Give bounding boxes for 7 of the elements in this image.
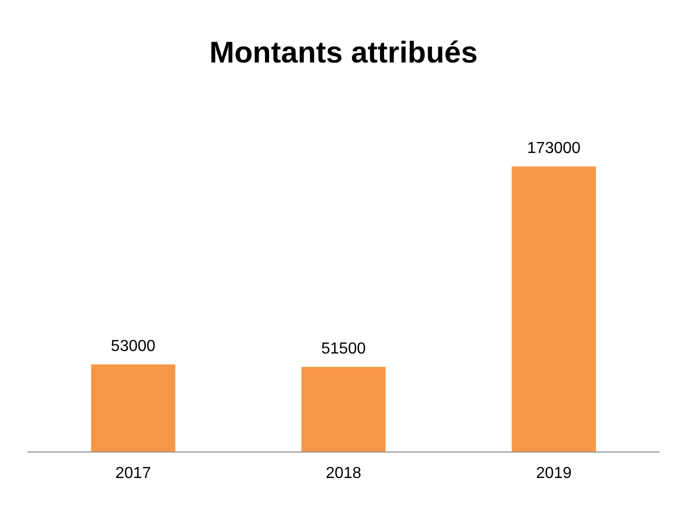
chart-title: Montants attribués bbox=[209, 36, 478, 70]
data-label: 173000 bbox=[527, 140, 581, 157]
x-tick-label: 2018 bbox=[326, 464, 362, 482]
data-label: 53000 bbox=[110, 338, 156, 355]
data-label: 51500 bbox=[321, 340, 366, 358]
x-tick-label: 2019 bbox=[536, 464, 572, 482]
x-tick-label: 2017 bbox=[115, 464, 152, 482]
